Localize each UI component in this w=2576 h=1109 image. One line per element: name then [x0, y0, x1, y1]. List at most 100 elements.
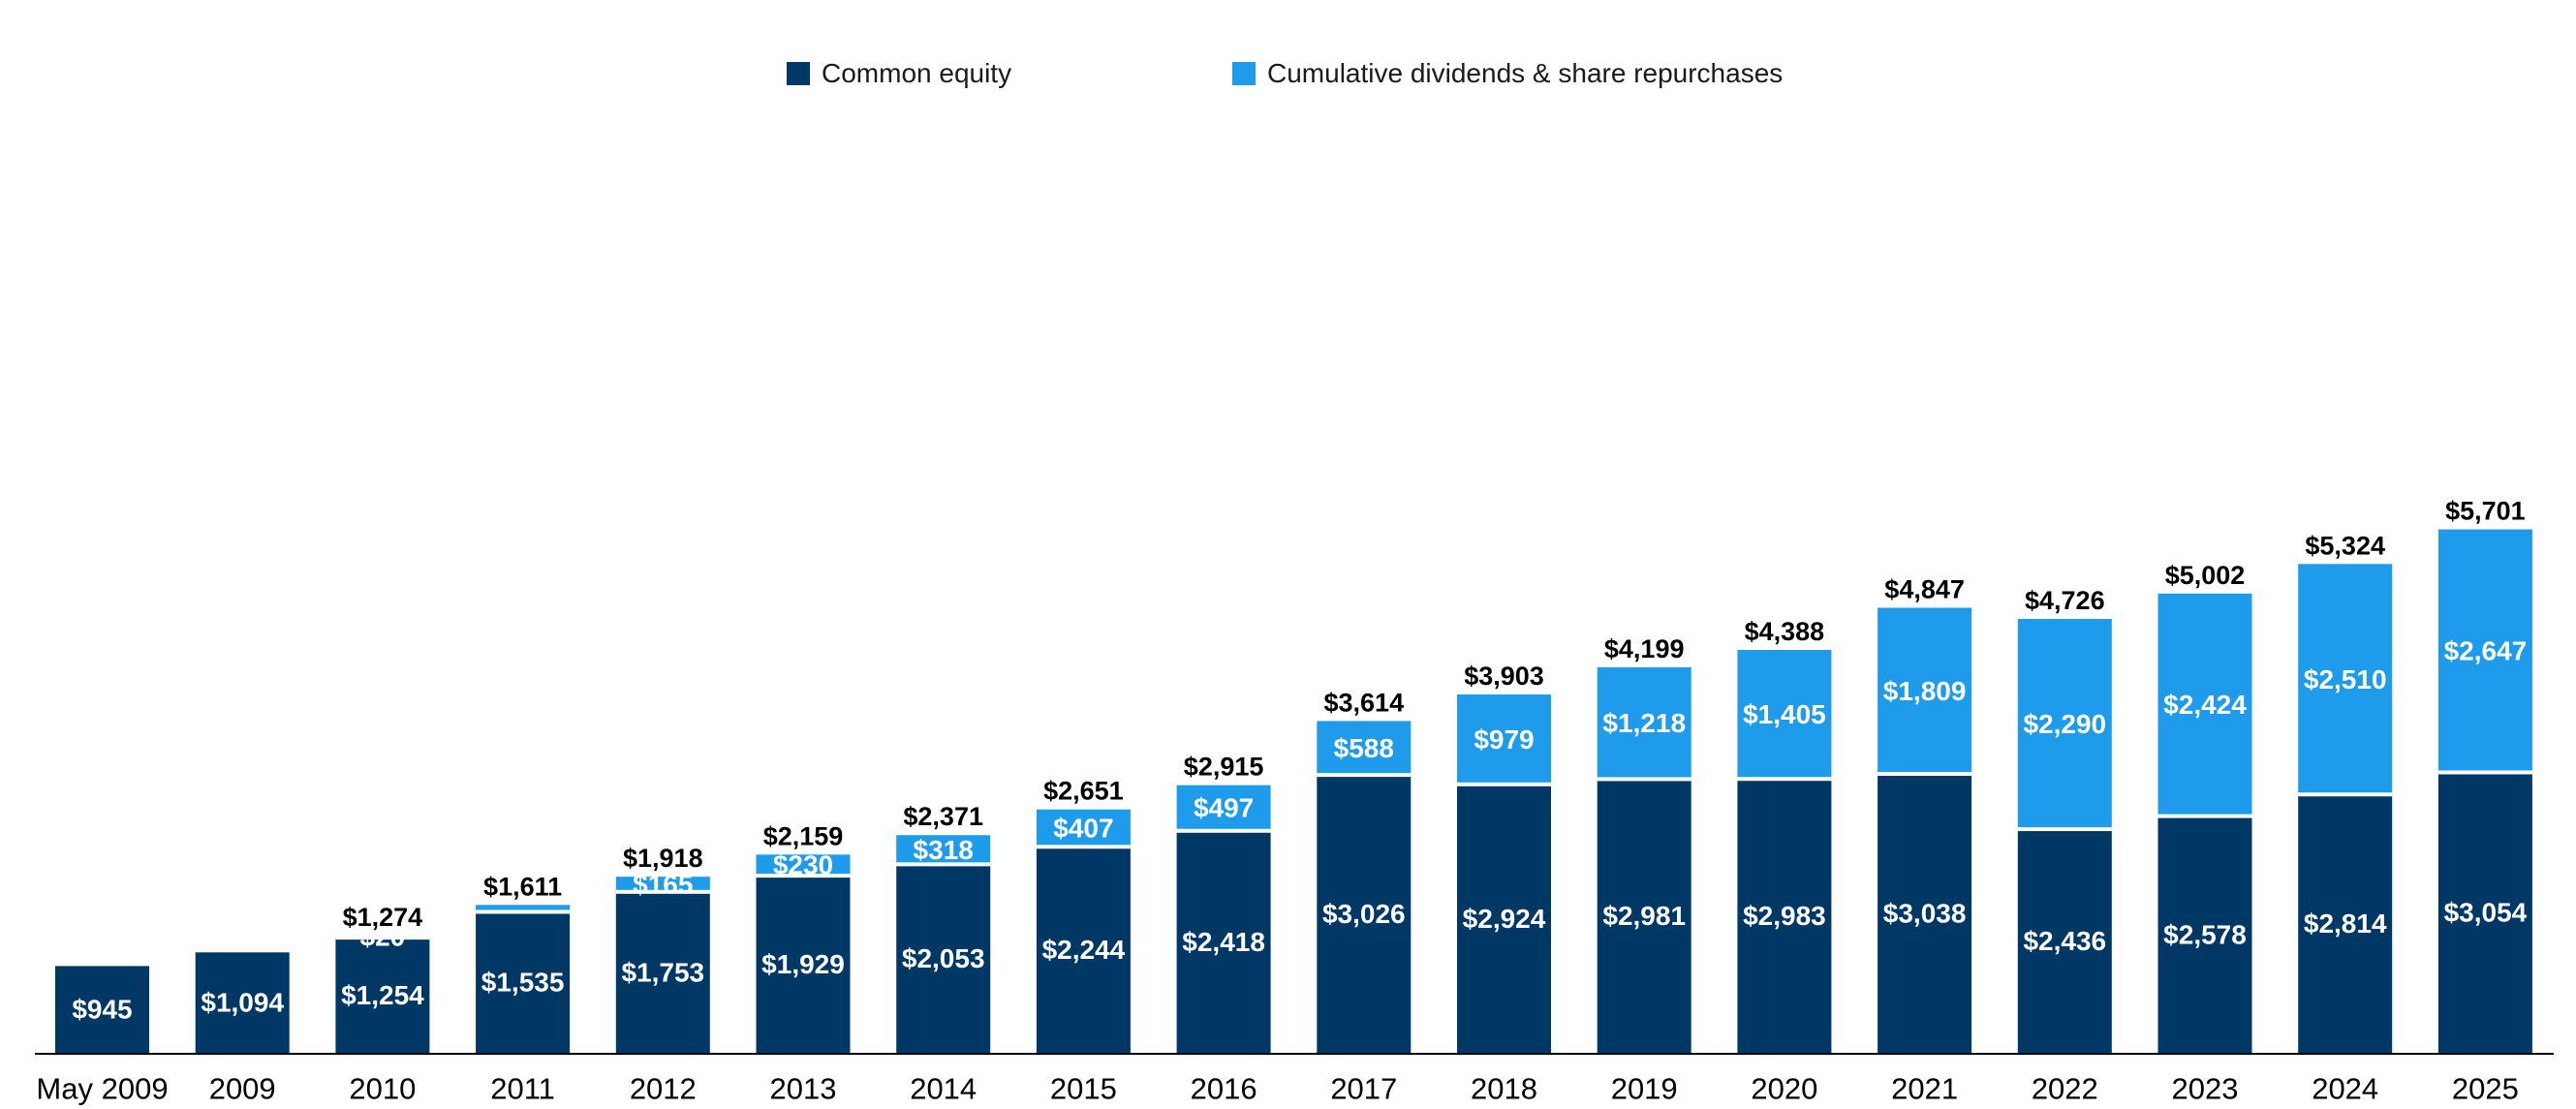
bar-cumulative-dividends: [1597, 666, 1691, 780]
label-common-equity: $945: [72, 995, 132, 1025]
bar-segment-separator: [1878, 771, 1972, 776]
labels-group: $945 $1,094 $1,254 $20$1,274 $1,535 $1,611 $1,…: [72, 497, 2527, 1025]
label-total: $4,847: [1884, 575, 1965, 604]
bar-common-equity: [756, 876, 851, 1053]
label-common-equity: $1,753: [621, 957, 704, 987]
bar-cumulative-dividends: [1457, 693, 1551, 785]
legend-item-common-equity: Common equity: [787, 54, 1011, 93]
label-cumulative-dividends: $2,290: [2023, 709, 2106, 739]
label-cumulative-dividends: $2,510: [2304, 664, 2387, 694]
bar-segment-separator: [1036, 845, 1131, 849]
bar-common-equity: [195, 952, 290, 1053]
label-cumulative-dividends: $979: [1474, 724, 1534, 755]
legend-item-cumulative-dividends: Cumulative dividends & share repurchases: [1232, 54, 1783, 93]
label-cumulative-dividends: $497: [1194, 793, 1254, 823]
x-tick-label: 2020: [1751, 1072, 1817, 1106]
label-total: $2,651: [1043, 777, 1124, 806]
x-tick-label: 2017: [1330, 1072, 1397, 1106]
x-tick-label: 2011: [490, 1072, 555, 1106]
x-tick-label: 2016: [1191, 1072, 1257, 1106]
label-common-equity: $2,983: [1743, 901, 1826, 931]
bar-segment-separator: [896, 862, 991, 867]
label-common-equity: $1,094: [201, 988, 284, 1018]
label-total: $2,159: [763, 821, 844, 850]
legend: Common equity Cumulative dividends & sha…: [0, 54, 2576, 93]
x-tick-label: 2019: [1611, 1072, 1678, 1106]
legend-swatch-common-equity: [787, 62, 810, 85]
x-tick-label: 2012: [630, 1072, 697, 1106]
bar-segment-separator: [1457, 782, 1551, 786]
x-tick-label: 2025: [2452, 1072, 2519, 1106]
bar-common-equity: [1317, 775, 1412, 1053]
bar-segment-separator: [335, 936, 430, 940]
legend-label-cumulative-dividends: Cumulative dividends & share repurchases: [1267, 58, 1784, 88]
x-tick-labels-group: May 2009 2009 2010 2011 2012 2013 2014 2015 2016…: [36, 1072, 2518, 1106]
bar-common-equity: [476, 911, 571, 1053]
label-cumulative-dividends: $230: [773, 850, 833, 880]
bar-cumulative-dividends: [896, 835, 991, 865]
label-total: $1,274: [343, 903, 423, 932]
bar-cumulative-dividends: [615, 877, 710, 892]
label-common-equity: $1,535: [481, 968, 565, 998]
bar-common-equity: [55, 966, 149, 1053]
bars-group: [55, 529, 2532, 1053]
label-cumulative-dividends: $1,809: [1883, 676, 1967, 706]
label-common-equity: $3,026: [1322, 899, 1406, 929]
bar-common-equity: [2437, 772, 2532, 1053]
bar-common-equity: [1457, 784, 1551, 1053]
x-tick-label: 2022: [2032, 1072, 2098, 1106]
bar-common-equity: [1737, 779, 1832, 1053]
bar-segment-separator: [1737, 777, 1832, 782]
bar-segment-separator: [615, 889, 710, 894]
label-total: $5,701: [2445, 497, 2526, 526]
label-common-equity: $2,578: [2163, 919, 2247, 949]
bar-common-equity: [615, 891, 710, 1053]
bar-common-equity: [2017, 829, 2112, 1053]
label-cumulative-dividends: $1,405: [1743, 699, 1826, 729]
label-total: $1,611: [483, 872, 562, 901]
label-common-equity: $1,254: [341, 980, 424, 1010]
bar-cumulative-dividends: [476, 905, 571, 912]
bar-segment-separator: [1597, 777, 1691, 782]
x-tick-label: 2021: [1891, 1072, 1958, 1106]
label-common-equity: $1,929: [761, 949, 845, 979]
label-total: $1,918: [623, 844, 703, 873]
bar-cumulative-dividends: [2017, 618, 2112, 830]
label-common-equity: $3,038: [1883, 898, 1967, 928]
label-cumulative-dividends: $2,424: [2163, 690, 2247, 720]
x-tick-label: 2009: [209, 1072, 276, 1106]
bar-segment-separator: [2157, 814, 2252, 818]
x-tick-label: 2013: [770, 1072, 837, 1106]
bar-common-equity: [335, 938, 430, 1053]
label-common-equity: $2,981: [1602, 901, 1686, 931]
bar-cumulative-dividends: [1878, 607, 1972, 774]
label-total: $2,371: [903, 802, 983, 831]
label-cumulative-dividends: $165: [633, 869, 693, 899]
label-common-equity: $2,924: [1463, 904, 1546, 934]
x-tick-label: May 2009: [36, 1072, 168, 1106]
label-common-equity: $3,054: [2444, 898, 2528, 928]
label-common-equity: $2,814: [2304, 909, 2387, 939]
bar-cumulative-dividends: [1176, 785, 1271, 831]
bar-common-equity: [1597, 779, 1691, 1053]
bar-cumulative-dividends: [2298, 564, 2393, 795]
label-total: $5,002: [2165, 561, 2246, 590]
bar-cumulative-dividends: [2437, 529, 2532, 773]
label-common-equity: $2,053: [902, 943, 985, 973]
x-tick-label: 2010: [349, 1072, 416, 1106]
bar-common-equity: [2298, 794, 2393, 1053]
bar-segment-separator: [476, 909, 571, 914]
label-cumulative-dividends: $318: [914, 835, 974, 865]
legend-label-common-equity: Common equity: [822, 58, 1012, 88]
label-cumulative-dividends: $20: [360, 922, 406, 952]
label-common-equity: $2,418: [1182, 927, 1265, 957]
bar-common-equity: [1176, 830, 1271, 1053]
label-common-equity: $2,244: [1042, 935, 1126, 965]
label-cumulative-dividends: $1,218: [1602, 708, 1686, 738]
label-total: $4,726: [2025, 586, 2105, 615]
bar-cumulative-dividends: [756, 854, 851, 877]
bar-common-equity: [1878, 773, 1972, 1053]
x-tick-label: 2015: [1050, 1072, 1117, 1106]
bar-cumulative-dividends: [1737, 650, 1832, 780]
